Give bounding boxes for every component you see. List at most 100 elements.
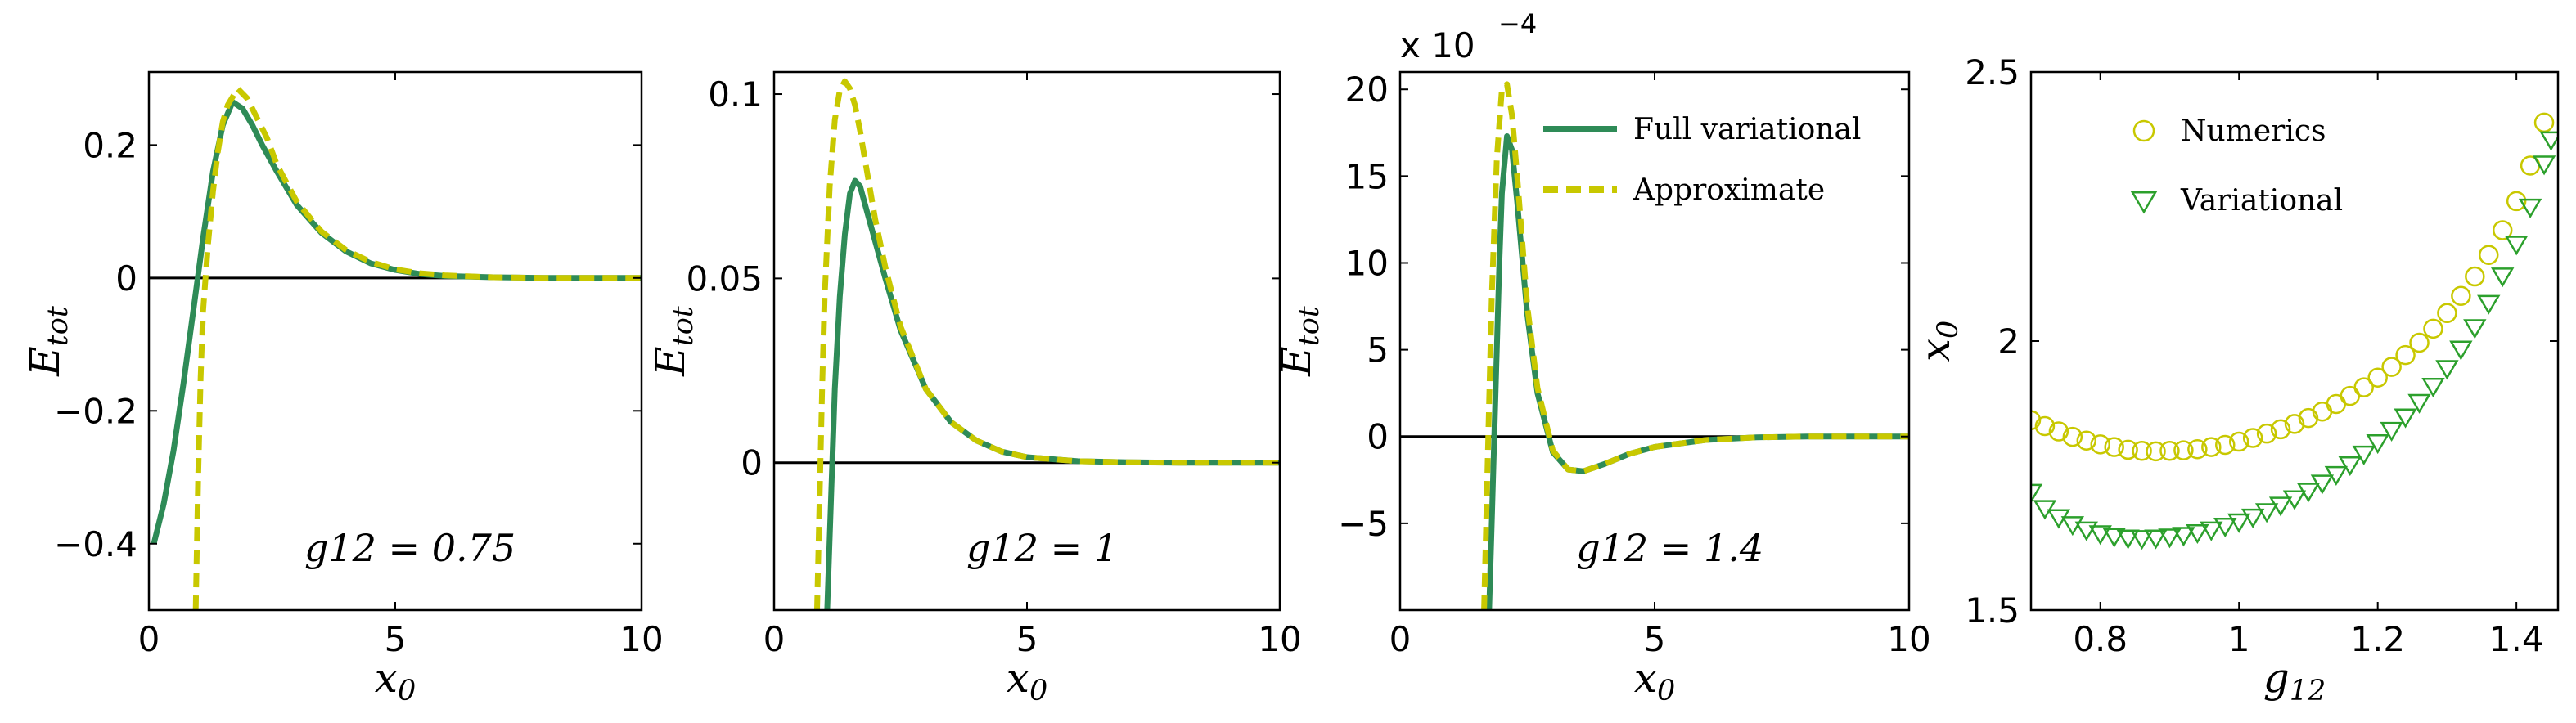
panel-1: 0 5 10 −0.4 −0.2 0 0.2 x0 Etot g12 = 0.75	[21, 70, 664, 707]
g12-annotation: g12 = 1	[966, 526, 1118, 570]
numerics-point	[2146, 441, 2166, 462]
variational-point	[2435, 360, 2459, 380]
variational-point	[2352, 445, 2376, 465]
variational-point	[2518, 198, 2542, 218]
panel-3: 0 5 10 −5 0 5 10 15 20 x0 Etot g12 = 1.4 x 10 −4 Full …	[1272, 8, 1931, 707]
variational-point	[2186, 523, 2209, 545]
y-tick-label: −5	[1338, 504, 1389, 544]
variational-point	[2539, 131, 2558, 151]
panel-4: 0.8 1 1.2 1.4 1.5 2 2.5 g12 x0 Numerics Variationa…	[1912, 52, 2560, 707]
g12-annotation: g12 = 1.4	[1576, 526, 1763, 570]
y-tick-label: 1.5	[1965, 591, 2020, 631]
series-line-1	[151, 99, 642, 545]
variational-point	[2144, 529, 2168, 550]
variational-point	[2047, 509, 2071, 529]
numerics-point	[2367, 367, 2388, 388]
numerics-point	[2409, 332, 2430, 353]
variational-point	[2200, 521, 2223, 541]
numerics-point	[2492, 220, 2513, 240]
numerics-point	[2159, 440, 2180, 461]
variational-point	[2421, 377, 2445, 398]
numerics-point	[2173, 440, 2194, 460]
variational-point	[2172, 527, 2195, 547]
numerics-point	[2270, 419, 2291, 440]
series-line-2	[814, 78, 1280, 610]
y-tick-label: 0.05	[686, 258, 763, 299]
x-tick-label: 5	[385, 619, 407, 659]
panel-2: 0 5 10 0 0.05 0.1 x0 Etot g12 = 1	[646, 70, 1302, 707]
numerics-point	[2340, 385, 2361, 406]
numerics-point	[2381, 357, 2402, 377]
numerics-point	[2228, 431, 2249, 452]
y-tick-label: 20	[1345, 70, 1389, 110]
y-axis-label: x0	[1912, 321, 1965, 362]
numerics-point	[2533, 112, 2555, 133]
variational-point	[2504, 236, 2529, 256]
variational-point	[2227, 513, 2251, 533]
x-tick-label: 0	[763, 619, 786, 659]
variational-point	[2031, 483, 2043, 504]
y-tick-label: 15	[1345, 156, 1389, 196]
legend-label-1: Full variational	[1633, 113, 1861, 146]
variational-point	[2324, 465, 2349, 486]
variational-point	[2074, 521, 2098, 541]
variational-point	[2532, 155, 2556, 176]
legend-label-2: Variational	[2180, 184, 2343, 218]
series-line-2	[192, 85, 642, 610]
series-line-1	[824, 177, 1280, 610]
scale-factor-label: x 10	[1400, 25, 1475, 65]
legend-marker-numerics	[2132, 119, 2155, 142]
y-tick-label: 0.1	[708, 74, 763, 115]
plot-area	[151, 85, 642, 610]
y-tick-label: 2.5	[1965, 52, 2020, 92]
numerics-point	[2215, 434, 2236, 456]
numerics-point	[2048, 421, 2069, 442]
y-axis-label: Etot	[21, 305, 74, 377]
variational-point	[2158, 528, 2182, 549]
x-tick-label: 1.2	[2350, 619, 2405, 659]
variational-point	[2491, 267, 2515, 288]
numerics-point	[2326, 393, 2347, 415]
x-tick-label: 10	[619, 619, 663, 659]
numerics-point	[2465, 266, 2485, 287]
variational-point	[2366, 434, 2389, 455]
numerics-point	[2104, 437, 2124, 457]
numerics-point	[2076, 430, 2097, 451]
variational-point	[2477, 294, 2501, 315]
y-tick-label: 0.2	[83, 125, 137, 165]
numerics-point	[2284, 414, 2305, 434]
y-tick-label: 0	[741, 443, 763, 483]
variational-point	[2394, 408, 2417, 429]
numerics-point	[2242, 428, 2263, 448]
variational-point	[2449, 340, 2473, 361]
variational-point	[2102, 528, 2126, 548]
scale-exponent: −4	[1498, 8, 1537, 39]
x-tick-label: 0	[138, 619, 160, 659]
variational-point	[2282, 490, 2307, 510]
numerics-point	[2031, 410, 2042, 430]
y-axis-label: Etot	[1272, 305, 1326, 377]
x-tick-label: 0	[1389, 619, 1412, 659]
variational-point	[2240, 508, 2265, 528]
numerics-point	[2201, 437, 2222, 457]
legend-label-1: Numerics	[2181, 115, 2326, 148]
y-axis-label: Etot	[646, 305, 700, 377]
x-axis-label: x0	[1007, 654, 1047, 707]
numerics-point	[2437, 303, 2457, 324]
variational-point	[2213, 518, 2237, 538]
numerics-point	[2395, 344, 2416, 366]
x-tick-label: 5	[1644, 619, 1666, 659]
plot-area	[1481, 81, 1909, 610]
y-tick-label: 10	[1345, 243, 1389, 283]
x-tick-label: 10	[1258, 619, 1301, 659]
variational-point	[2310, 474, 2335, 495]
legend-marker-variational	[2130, 191, 2158, 214]
x-tick-label: 1.4	[2489, 619, 2544, 659]
numerics-point	[2132, 440, 2152, 461]
y-tick-label: 0	[115, 258, 137, 299]
numerics-point	[2034, 415, 2056, 437]
numerics-point	[2506, 191, 2527, 212]
x-tick-label: 10	[1887, 619, 1930, 659]
numerics-point	[2479, 245, 2499, 265]
